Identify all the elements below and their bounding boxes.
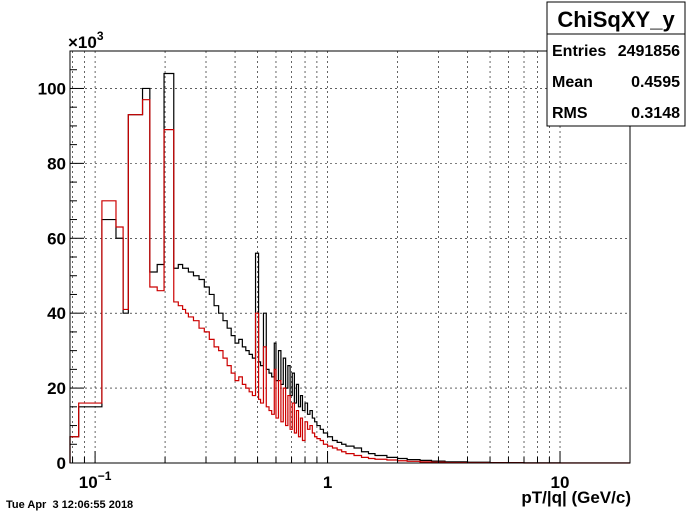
x-tick-label-base: 10 xyxy=(79,473,98,492)
timestamp: Tue Apr 3 12:06:55 2018 xyxy=(6,499,133,511)
y-tick-label: 60 xyxy=(47,229,66,248)
stats-mean-label: Mean xyxy=(552,74,593,91)
stats-entries-value: 2491856 xyxy=(618,43,680,60)
stats-box: ChiSqXY_y Entries 2491856 Mean 0.4595 RM… xyxy=(546,1,686,127)
y-multiplier-exponent: 3 xyxy=(97,29,104,43)
x-tick-label: 10 xyxy=(551,473,570,492)
x-tick-label-base: 1 xyxy=(323,473,332,492)
axis-ticks xyxy=(70,50,631,464)
x-axis-title: pT/|q| (GeV/c) xyxy=(521,488,631,507)
y-multiplier-label: ×103 xyxy=(68,29,104,52)
stats-mean-value: 0.4595 xyxy=(631,74,680,91)
stats-entries-label: Entries xyxy=(552,43,606,60)
y-tick-label: 20 xyxy=(47,379,66,398)
x-tick-label-exponent: −1 xyxy=(98,469,112,483)
y-tick-label: 0 xyxy=(57,454,66,473)
series-layer xyxy=(69,72,630,464)
plot-frame xyxy=(69,50,631,464)
x-tick-label: 10−1 xyxy=(79,469,112,492)
stats-title: ChiSqXY_y xyxy=(557,7,675,32)
x-tick-label: 1 xyxy=(323,473,332,492)
stats-rms-value: 0.3148 xyxy=(631,105,680,122)
y-tick-label: 80 xyxy=(47,154,66,173)
x-tick-label-base: 10 xyxy=(551,473,570,492)
y-tick-label: 100 xyxy=(38,79,66,98)
y-multiplier-base: ×10 xyxy=(68,33,97,52)
series-line-1 xyxy=(69,99,630,464)
series-line-0 xyxy=(69,72,630,464)
stats-rms-label: RMS xyxy=(552,105,588,122)
y-tick-label: 40 xyxy=(47,304,66,323)
grid xyxy=(70,51,631,463)
